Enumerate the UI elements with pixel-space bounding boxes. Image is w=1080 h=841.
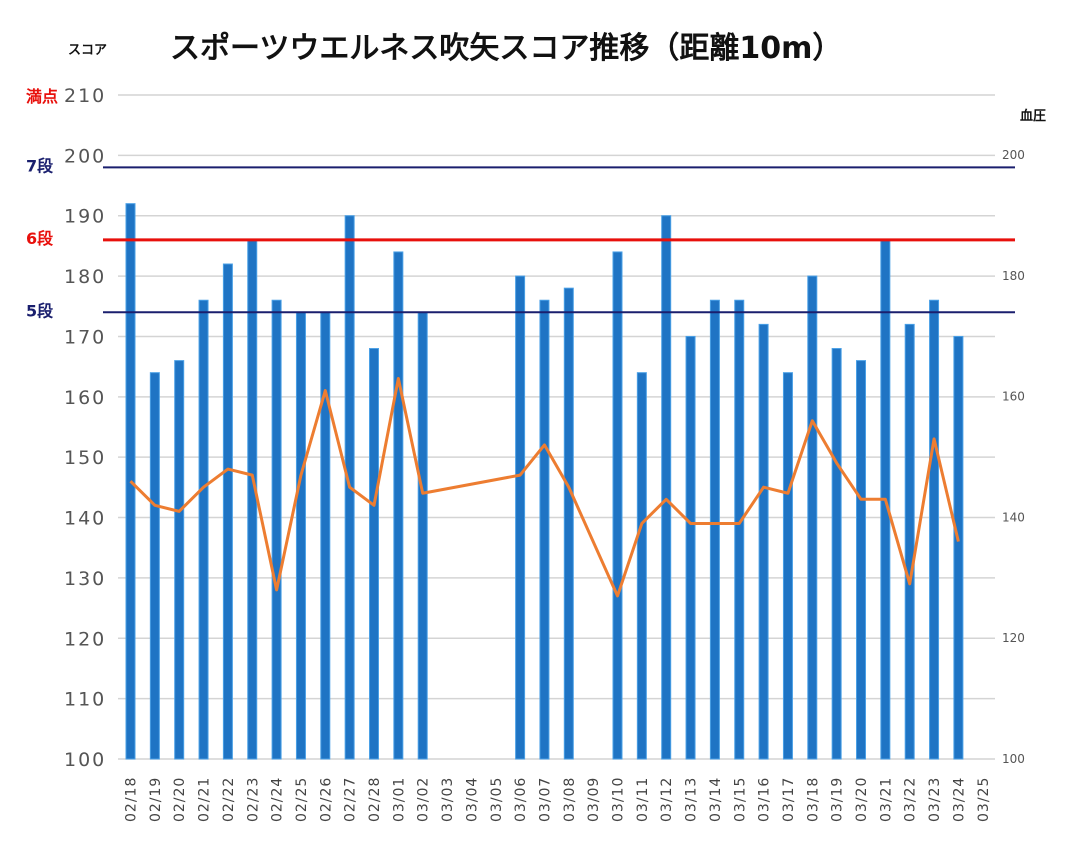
- score-bar: [295, 311, 306, 760]
- x-tick-label: 02/27: [343, 777, 359, 822]
- score-bar: [222, 263, 233, 760]
- x-tick-label: 03/12: [659, 777, 675, 822]
- x-tick-label: 02/18: [124, 777, 140, 822]
- blood-pressure-line: [129, 376, 960, 598]
- score-bar: [953, 335, 964, 760]
- x-tick-label: 03/14: [708, 777, 724, 822]
- reference-label: 7段: [26, 156, 54, 175]
- x-tick-label: 03/19: [830, 777, 846, 822]
- x-tick-label: 03/07: [537, 777, 553, 822]
- x-tick-label: 03/11: [635, 777, 651, 822]
- score-bar: [563, 287, 574, 760]
- blood-pressure-polyline: [129, 376, 960, 598]
- x-tick-label: 03/15: [732, 777, 748, 822]
- score-bar: [539, 299, 550, 760]
- x-tick-label: 03/20: [854, 777, 870, 822]
- y-left-tick-label: 120: [64, 628, 106, 650]
- x-tick-label: 02/28: [367, 777, 383, 822]
- reference-label: 5段: [26, 301, 54, 320]
- y-left-tick-label: 100: [64, 749, 106, 771]
- x-tick-label: 03/21: [878, 777, 894, 822]
- y-left-tick-label: 140: [64, 508, 106, 530]
- x-tick-label: 03/01: [391, 777, 407, 822]
- score-bar: [636, 372, 647, 760]
- x-tick-label: 03/05: [489, 777, 505, 822]
- score-bar: [149, 372, 160, 760]
- y-left-tick-label: 190: [64, 206, 106, 228]
- y-left-tick-label: 150: [64, 447, 106, 469]
- y-left-tick-label: 110: [64, 689, 106, 711]
- x-tick-label: 02/20: [172, 777, 188, 822]
- score-bar: [831, 348, 842, 760]
- grid-lines: [118, 94, 995, 760]
- score-bar: [515, 275, 526, 760]
- x-tick-label: 03/23: [927, 777, 943, 822]
- x-tick-label: 03/02: [416, 777, 432, 822]
- x-tick-label: 02/23: [245, 777, 261, 822]
- x-tick-label: 02/25: [294, 777, 310, 822]
- score-bar: [247, 239, 258, 760]
- y-right-tick-label: 100: [1002, 752, 1025, 766]
- score-bar: [734, 299, 745, 760]
- y-right-axis-label: 血圧: [1020, 108, 1046, 124]
- score-bar: [856, 360, 866, 760]
- y-left-tick-label: 130: [64, 568, 106, 590]
- score-bar: [929, 299, 940, 760]
- x-tick-label: 03/09: [586, 777, 602, 822]
- score-bar: [393, 251, 404, 760]
- y-right-tick-label: 120: [1002, 631, 1025, 645]
- y-right-tick-label: 200: [1002, 148, 1025, 162]
- x-tick-label: 02/19: [148, 777, 164, 822]
- score-bar: [271, 299, 282, 760]
- x-tick-label: 03/03: [440, 777, 456, 822]
- score-bar: [782, 372, 793, 760]
- x-tick-label: 03/10: [611, 777, 627, 822]
- y-left-tick-label: 160: [64, 387, 106, 409]
- x-tick-label: 03/22: [903, 777, 919, 822]
- x-tick-label: 03/24: [951, 777, 967, 822]
- y-left-ticks: 100 110 120 130 140 150 160 170 180 190 200 210: [64, 85, 106, 771]
- reference-label: 満点: [26, 87, 58, 106]
- score-bar: [198, 299, 209, 760]
- score-bars: [125, 203, 964, 760]
- x-tick-label: 03/18: [805, 777, 821, 822]
- x-tick-label: 02/24: [270, 777, 286, 822]
- x-tick-label: 03/17: [781, 777, 797, 822]
- y-right-tick-label: 140: [1002, 510, 1025, 524]
- y-right-ticks: 100 120 140 160 180 200: [1002, 148, 1025, 766]
- x-tick-label: 03/25: [976, 777, 992, 822]
- score-bar: [661, 215, 672, 760]
- reference-label: 6段: [26, 229, 54, 248]
- score-bar: [807, 275, 818, 760]
- score-bar: [174, 360, 185, 760]
- score-bar: [758, 323, 769, 760]
- score-bar: [320, 311, 331, 760]
- x-tick-label: 03/16: [757, 777, 773, 822]
- y-left-tick-label: 170: [64, 326, 106, 348]
- x-tick-label: 02/22: [221, 777, 237, 822]
- x-tick-label: 03/13: [684, 777, 700, 822]
- chart-title: スポーツウエルネス吹矢スコア推移（距離10m）: [170, 31, 842, 66]
- y-left-tick-label: 180: [64, 266, 106, 288]
- y-right-tick-label: 180: [1002, 269, 1025, 283]
- y-left-tick-label: 210: [64, 85, 106, 107]
- x-ticks: 02/18 02/19 02/20 02/21 02/22 02/23 02/24 02/25…: [124, 777, 992, 822]
- score-bar: [904, 323, 915, 760]
- x-tick-label: 02/21: [197, 777, 213, 822]
- score-bar: [685, 335, 696, 760]
- y-left-tick-label: 200: [64, 145, 106, 167]
- x-tick-label: 03/06: [513, 777, 529, 822]
- y-left-axis-label: スコア: [68, 43, 107, 58]
- score-bar: [417, 311, 428, 760]
- score-bar: [369, 348, 379, 760]
- x-tick-label: 03/08: [562, 777, 578, 822]
- reference-lines: 満点 7段 6段 5段: [26, 87, 1015, 320]
- y-right-tick-label: 160: [1002, 390, 1025, 404]
- score-bar: [709, 299, 720, 760]
- x-tick-label: 02/26: [318, 777, 334, 822]
- score-bar: [612, 251, 623, 760]
- x-tick-label: 03/04: [464, 777, 480, 822]
